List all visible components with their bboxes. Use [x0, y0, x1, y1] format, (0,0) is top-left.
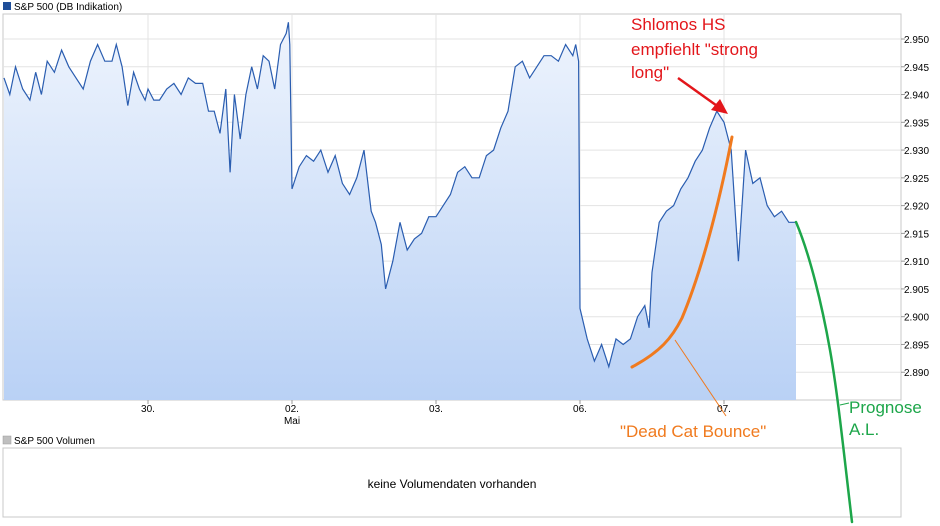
y-tick-labels: 2.890 2.895 2.900 2.905 2.910 2.915 2.920 2.925… [904, 35, 929, 379]
x-tick-labels: 30. 02.Mai 03. 06. 07. [141, 404, 731, 427]
headline-arrowhead [711, 99, 728, 114]
forecast-line-2: A.L. [849, 420, 879, 439]
y-tick-label: 2.910 [904, 257, 929, 268]
headline-line-3: long" [631, 63, 669, 82]
forecast-line-1: Prognose [849, 398, 922, 417]
y-tick-label: 2.925 [904, 174, 929, 185]
forecast-curve [794, 220, 854, 524]
price-legend-swatch [3, 2, 11, 10]
volume-empty-message: keine Volumendaten vorhanden [368, 477, 537, 491]
headline-line-1: Shlomos HS [631, 15, 725, 34]
headline-line-2: empfiehlt "strong [631, 40, 758, 59]
forecast-pointer [839, 402, 850, 406]
x-tick-label: 30. [141, 404, 155, 415]
x-tick-label: 03. [429, 404, 443, 415]
volume-legend: S&P 500 Volumen [14, 436, 95, 447]
volume-plot-frame [2, 447, 902, 518]
y-tick-label: 2.940 [904, 91, 929, 102]
price-line [3, 22, 796, 369]
price-area [4, 22, 796, 400]
x-tick-sublabel: Mai [284, 416, 300, 427]
dead-cat-label: "Dead Cat Bounce" [620, 422, 766, 441]
y-tick-label: 2.920 [904, 202, 929, 213]
volume-legend-swatch [2, 435, 12, 445]
headline-annotation: Shlomos HS empfiehlt "strong long" [631, 15, 763, 82]
y-tick-label: 2.950 [904, 35, 929, 46]
x-tick-label: 02. [285, 404, 299, 415]
dead-cat-curve [630, 135, 734, 369]
chart-title: S&P 500 (DB Indikation) [14, 2, 122, 13]
y-tick-label: 2.900 [904, 313, 929, 324]
dead-cat-pointer [674, 339, 727, 417]
y-tick-label: 2.895 [904, 340, 929, 351]
y-tick-label: 2.915 [904, 229, 929, 240]
y-tick-label: 2.930 [904, 146, 929, 157]
forecast-annotation: Prognose A.L. [849, 398, 927, 439]
x-tick-label: 07. [717, 404, 731, 415]
y-tick-label: 2.935 [904, 118, 929, 129]
y-tick-label: 2.905 [904, 285, 929, 296]
x-tick-label: 06. [573, 404, 587, 415]
y-tick-label: 2.945 [904, 63, 929, 74]
y-tick-label: 2.890 [904, 368, 929, 379]
headline-arrow [677, 76, 721, 110]
